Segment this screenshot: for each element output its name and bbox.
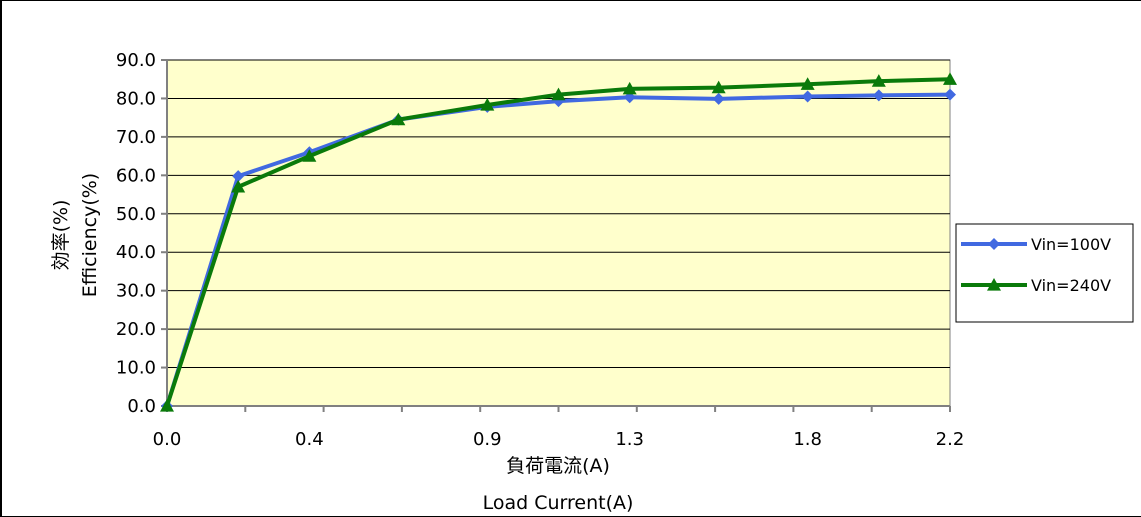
data-point: [871, 74, 886, 87]
data-point: [480, 97, 495, 111]
data-point: [872, 89, 885, 102]
legend-item: Vin=240V: [961, 276, 1111, 295]
data-point: [712, 92, 725, 105]
data-point: [232, 170, 245, 183]
data-point: [800, 77, 815, 90]
data-point: [944, 88, 956, 101]
legend-item: Vin=100V: [961, 235, 1111, 254]
x-tick-label: 0.4: [295, 429, 324, 450]
y-axis: 0.0 10.0 20.0 30.0 40.0 50.0 60.0 70.0 80.0 90.0: [116, 50, 168, 417]
data-point: [711, 80, 726, 94]
x-tick-label: 1.8: [793, 429, 822, 450]
data-point: [302, 149, 317, 162]
y-axis-title-en: Efficiency(%): [79, 173, 101, 297]
data-point: [231, 179, 246, 193]
data-point: [551, 87, 566, 101]
y-tick-label: 60.0: [116, 165, 156, 186]
y-tick-label: 80.0: [116, 88, 156, 109]
x-axis-title-en: Load Current(A): [483, 492, 634, 514]
legend-label: Vin=240V: [1031, 276, 1111, 295]
y-axis-title-jp: 効率(%): [50, 200, 72, 271]
y-tick-label: 10.0: [116, 358, 156, 379]
legend-items: Vin=100V Vin=240V: [961, 235, 1111, 295]
series-group: [160, 72, 957, 412]
x-tick-label: 2.2: [936, 429, 965, 450]
y-tick-label: 30.0: [116, 281, 156, 302]
data-point: [391, 112, 406, 126]
y-tick-label: 70.0: [116, 127, 156, 148]
series-2: [160, 72, 957, 412]
x-tick-label: 0.9: [473, 429, 502, 450]
y-tick-label: 50.0: [116, 204, 156, 225]
legend-marker: [987, 278, 1001, 291]
legend-marker: [988, 238, 1000, 250]
legend-box: [955, 223, 1134, 323]
plot-area: [166, 59, 951, 407]
y-tick-label: 90.0: [116, 50, 156, 71]
legend: Vin=100V Vin=240V: [955, 223, 1134, 323]
y-tick-label: 40.0: [116, 242, 156, 263]
x-axis-title-jp: 負荷電流(A): [506, 455, 610, 477]
x-axis: 0.0 0.4 0.9 1.3 1.8 2.2: [153, 405, 965, 450]
legend-label: Vin=100V: [1031, 235, 1111, 254]
x-tick-label: 1.3: [615, 429, 644, 450]
data-point: [801, 90, 814, 103]
data-point: [943, 72, 957, 85]
data-point: [622, 81, 637, 95]
data-point: [160, 399, 174, 412]
x-tick-label: 0.0: [153, 429, 182, 450]
y-tick-label: 20.0: [116, 319, 156, 340]
y-tick-label: 0.0: [127, 396, 156, 417]
